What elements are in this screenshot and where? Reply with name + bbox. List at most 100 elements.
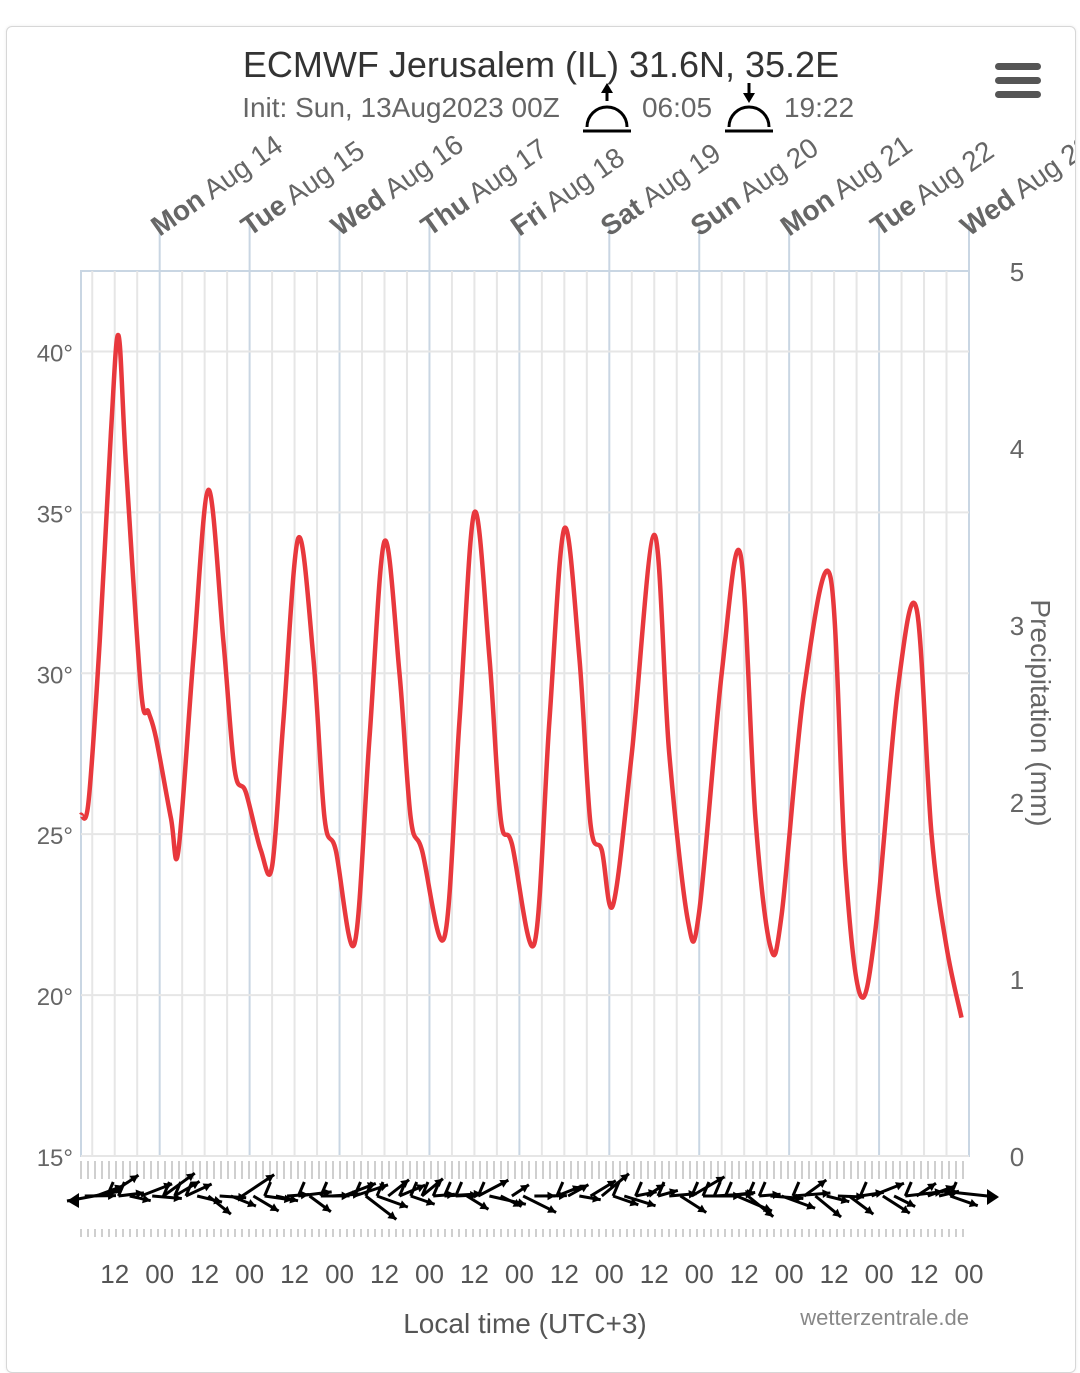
wind-arrowhead <box>67 1193 79 1208</box>
x-tick-label: 00 <box>595 1259 624 1289</box>
wind-arrowhead <box>968 1198 978 1208</box>
wind-feather <box>443 1181 452 1197</box>
x-tick-label: 00 <box>325 1259 354 1289</box>
wind-arrowhead <box>629 1198 639 1207</box>
wind-arrowhead <box>572 1185 581 1194</box>
plot-area <box>80 270 970 1157</box>
wind-feather <box>634 1181 643 1197</box>
x-tick-label: 00 <box>415 1259 444 1289</box>
wind-arrowhead <box>697 1204 707 1213</box>
wind-arrowhead <box>764 1208 774 1217</box>
wind-feather <box>791 1181 801 1197</box>
x-tick-label: 12 <box>640 1259 669 1289</box>
wind-arrowhead <box>269 1203 279 1212</box>
day-label-date: Aug 23 <box>1003 128 1075 208</box>
wind-feather <box>454 1181 464 1197</box>
wind-arrowhead <box>840 1195 850 1204</box>
x-tick-label: 12 <box>460 1259 489 1289</box>
sunset-arrow-head <box>743 93 755 103</box>
wind-feather <box>420 1181 430 1197</box>
init-label: Init: Sun, 13Aug2023 00Z <box>242 92 560 123</box>
hamburger-menu-icon[interactable] <box>995 63 1041 103</box>
wind-arrowhead <box>856 1192 865 1202</box>
wind-feather <box>409 1181 419 1197</box>
wind-arrowhead <box>142 1194 151 1204</box>
wind-feather <box>858 1181 868 1197</box>
x-axis-label: Local time (UTC+3) <box>403 1308 647 1339</box>
wind-feather <box>353 1181 362 1197</box>
x-tick-label: 00 <box>955 1259 984 1289</box>
y2-tick-label: 1 <box>1010 965 1024 995</box>
wind-arrowhead <box>715 1176 725 1185</box>
y2-tick-label: 3 <box>1010 611 1024 641</box>
wind-arrowhead <box>247 1199 256 1208</box>
wind-arrowhead <box>265 1174 275 1183</box>
y2-tick-label: 5 <box>1010 257 1024 287</box>
sunset-icon <box>727 105 771 128</box>
y-tick-label: 30° <box>37 662 73 689</box>
wind-arrowhead <box>822 1189 831 1198</box>
wind-arrowhead <box>900 1205 910 1214</box>
x-tick-label: 00 <box>775 1259 804 1289</box>
x-tick-label: 12 <box>730 1259 759 1289</box>
wind-arrowhead <box>129 1175 139 1184</box>
chart-title: ECMWF Jerusalem (IL) 31.6N, 35.2E <box>243 44 839 85</box>
chart-card: ECMWF Jerusalem (IL) 31.6N, 35.2E Init: S… <box>6 26 1076 1373</box>
wind-feather <box>431 1181 441 1197</box>
wind-arrowhead <box>646 1199 656 1208</box>
wind-feather <box>746 1181 756 1197</box>
wind-arrowhead <box>547 1205 557 1213</box>
wind-arrowhead <box>425 1197 435 1206</box>
wind-arrowhead <box>864 1205 874 1215</box>
wind-feather <box>690 1181 700 1197</box>
wind-feather <box>162 1181 171 1197</box>
wind-arrowhead <box>579 1184 589 1193</box>
wind-feather <box>375 1181 385 1197</box>
wind-arrowhead <box>592 1194 601 1203</box>
wind-feather <box>555 1181 565 1197</box>
credit-label: wetterzentrale.de <box>799 1305 969 1330</box>
wind-arrowhead <box>832 1208 842 1218</box>
wind-feather <box>364 1181 374 1197</box>
wind-arrowhead <box>927 1183 936 1192</box>
wind-feather <box>701 1181 711 1197</box>
forecast-chart: ECMWF Jerusalem (IL) 31.6N, 35.2E Init: S… <box>37 44 1075 1339</box>
y2-axis-label: Precipitation (mm) <box>1025 599 1056 826</box>
wind-arrowhead <box>519 1184 529 1193</box>
wind-arrowhead <box>906 1199 916 1207</box>
wind-feather <box>724 1181 733 1197</box>
x-tick-label: 12 <box>550 1259 579 1289</box>
wind-arrowhead <box>620 1173 629 1183</box>
wind-feather <box>476 1181 486 1197</box>
y-tick-label: 25° <box>37 823 73 850</box>
wind-arrowhead <box>398 1200 408 1209</box>
wind-arrowhead <box>499 1179 509 1188</box>
wind-feather <box>948 1181 958 1197</box>
y2-tick-label: 4 <box>1010 434 1024 464</box>
x-tick-label: 12 <box>910 1259 939 1289</box>
wind-feather <box>117 1181 126 1197</box>
wind-feather <box>757 1181 767 1197</box>
wind-arrowhead <box>321 1203 331 1212</box>
x-tick-label: 12 <box>820 1259 849 1289</box>
y-tick-label: 20° <box>37 984 73 1011</box>
wind-feather <box>903 1181 913 1197</box>
sunrise-arrow-head <box>601 83 613 93</box>
wind-feather <box>611 1181 621 1197</box>
wind-feather <box>656 1181 666 1197</box>
wind-arrowhead <box>185 1173 195 1182</box>
x-tick-label: 00 <box>685 1259 714 1289</box>
wind-arrowhead <box>817 1179 827 1189</box>
x-tick-label: 12 <box>370 1259 399 1289</box>
temperature-line <box>78 333 964 1019</box>
wind-feather <box>319 1181 329 1197</box>
x-tick-label: 00 <box>865 1259 894 1289</box>
y-tick-label: 15° <box>37 1145 73 1172</box>
sunrise-time: 06:05 <box>642 92 712 123</box>
y2-tick-label: 0 <box>1010 1142 1024 1172</box>
x-tick-label: 00 <box>235 1259 264 1289</box>
x-tick-label: 12 <box>100 1259 129 1289</box>
wind-arrowhead <box>987 1189 999 1205</box>
wind-feather <box>173 1181 183 1197</box>
x-tick-label: 00 <box>145 1259 174 1289</box>
